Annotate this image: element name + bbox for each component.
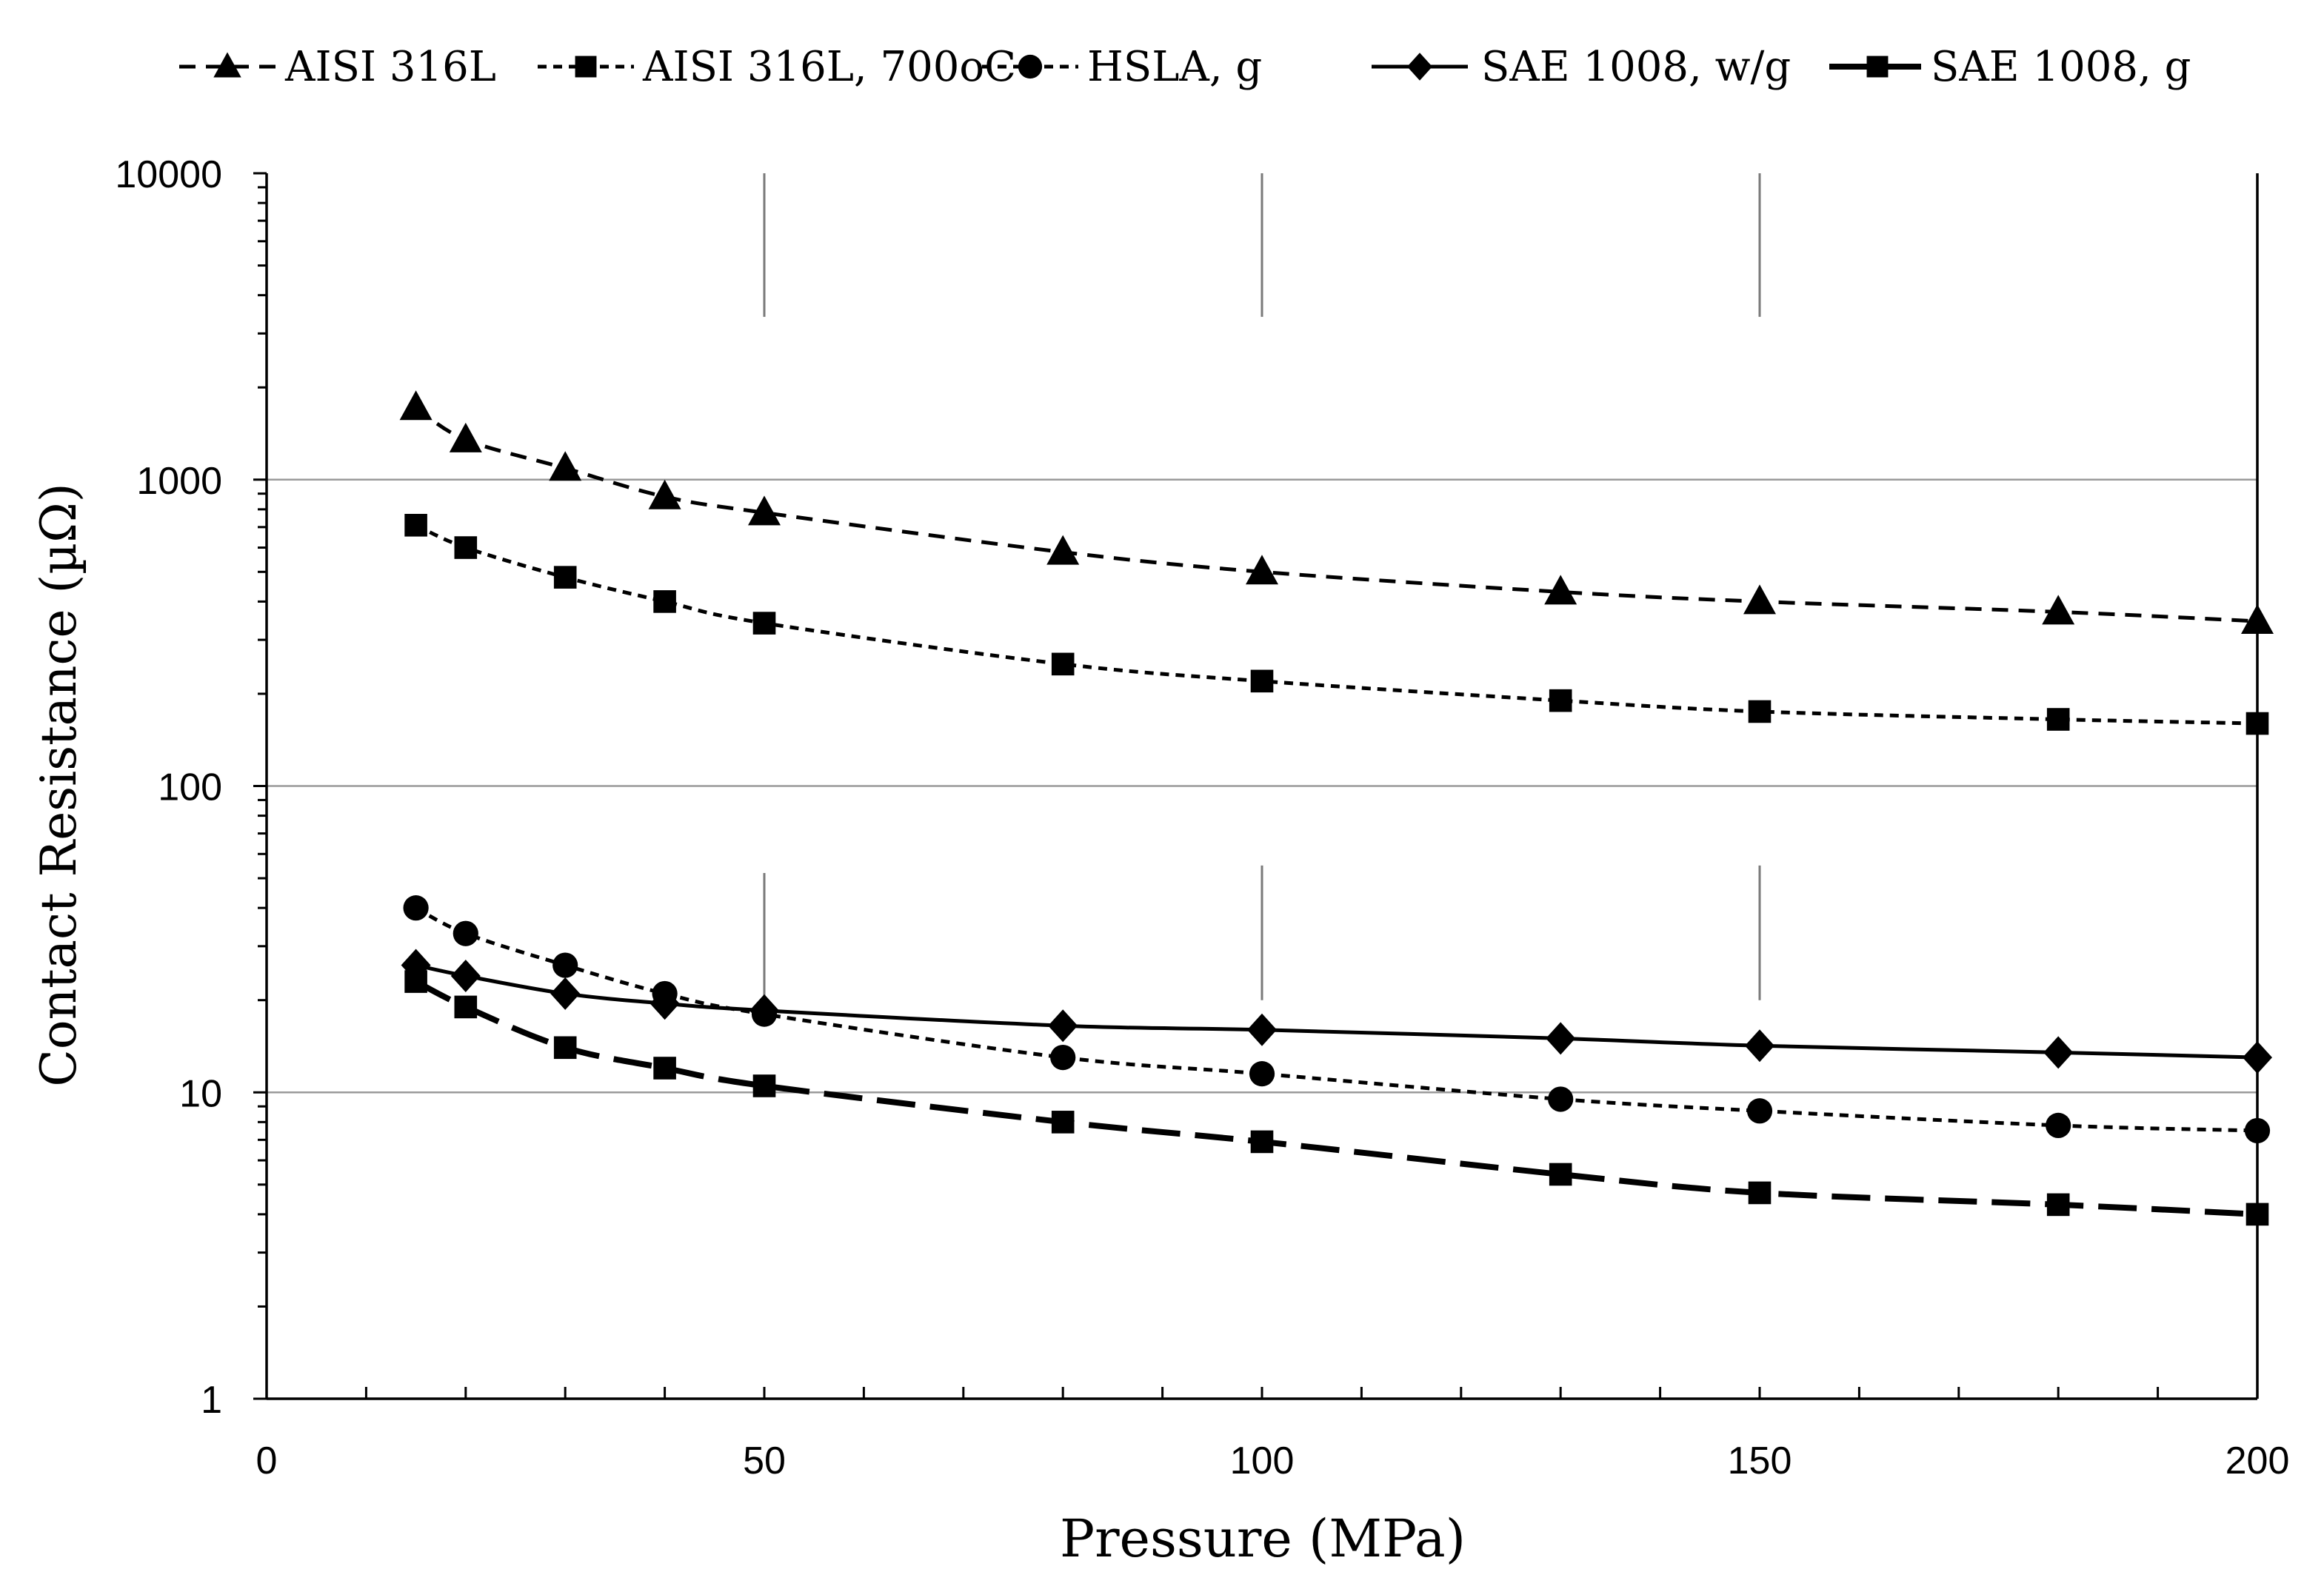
data-point: [748, 495, 781, 526]
data-point: [1249, 1061, 1275, 1087]
y-tick-label: 1: [201, 1379, 222, 1422]
y-tick-label: 1000: [136, 460, 222, 503]
legend-item-1: AISI 316L: [179, 43, 496, 91]
data-point: [2042, 595, 2075, 625]
data-point: [653, 590, 676, 613]
data-point: [1250, 669, 1274, 693]
legend-item-2: AISI 316L, 700oC: [538, 43, 1016, 91]
legend-item-5: SAE 1008, g: [1829, 43, 2191, 91]
tick-labels: 1 10 100 1000 10000 0 50 100 150 200: [115, 153, 2289, 1482]
series-line: [415, 524, 2258, 726]
y-tick-label: 100: [158, 766, 222, 809]
data-point: [1745, 1029, 1774, 1063]
legend-marker: [1407, 53, 1432, 81]
data-point: [648, 479, 681, 509]
y-tick-label: 10: [179, 1072, 222, 1115]
data-point: [399, 390, 433, 421]
x-tick-label: 200: [2226, 1439, 2290, 1482]
series-4: [401, 949, 2272, 1074]
error-bars: [763, 173, 1761, 1000]
data-point: [550, 977, 581, 1010]
data-point: [1549, 689, 1572, 712]
x-tick-label: 0: [256, 1439, 278, 1482]
data-point: [453, 920, 478, 946]
series-line: [415, 906, 2258, 1133]
data-point: [553, 1036, 577, 1060]
data-point: [1046, 535, 1080, 565]
x-tick-label: 50: [743, 1439, 786, 1482]
data-point: [2046, 1193, 2070, 1217]
series-1: [399, 390, 2274, 634]
data-point: [752, 1074, 776, 1097]
series-line: [414, 979, 2258, 1217]
legend-label: HSLA, g: [1087, 43, 1262, 91]
data-point: [1743, 584, 1776, 615]
data-point: [1051, 1111, 1075, 1134]
data-point: [1048, 1009, 1078, 1043]
legend-item-4: SAE 1008, w/g: [1372, 43, 1791, 91]
data-point: [2046, 1112, 2071, 1138]
series-2: [404, 513, 2269, 735]
legend-marker: [1866, 56, 1889, 78]
y-axis-title: Contact Resistance (µΩ): [30, 483, 87, 1086]
series-line: [415, 963, 2258, 1060]
data-point: [1050, 1045, 1076, 1071]
data-point: [1548, 1086, 1574, 1112]
legend: AISI 316L AISI 316L, 700oC HSLA, g SAE 1008…: [179, 43, 2191, 91]
data-point: [1746, 1098, 1773, 1124]
data-point: [1748, 1181, 1772, 1205]
data-point: [449, 422, 482, 452]
data-point: [653, 1057, 676, 1080]
series-line: [415, 406, 2258, 623]
data-point: [454, 536, 478, 559]
data-point: [450, 959, 481, 992]
data-point: [1546, 1022, 1576, 1055]
legend-marker: [213, 52, 241, 78]
data-point: [404, 513, 427, 537]
axes: [253, 172, 2259, 1400]
series-3: [403, 895, 2271, 1144]
series-layer: [399, 390, 2274, 1226]
data-point: [2043, 1036, 2074, 1069]
data-point: [1748, 700, 1772, 723]
data-point: [749, 994, 779, 1027]
data-point: [2046, 708, 2070, 731]
data-point: [1247, 1013, 1277, 1046]
legend-marker: [1018, 54, 1043, 79]
data-point: [403, 895, 429, 921]
series-5: [404, 970, 2269, 1226]
x-tick-label: 100: [1230, 1439, 1295, 1482]
data-point: [1051, 652, 1075, 676]
data-point: [552, 952, 578, 978]
legend-label: AISI 316L, 700oC: [642, 43, 1016, 91]
data-point: [1250, 1130, 1274, 1154]
data-point: [553, 566, 577, 589]
data-point: [549, 451, 582, 481]
data-point: [454, 995, 478, 1019]
legend-label: AISI 316L: [284, 43, 496, 91]
data-point: [1544, 575, 1577, 605]
y-tick-label: 10000: [115, 153, 222, 196]
data-point: [650, 987, 680, 1020]
data-point: [1246, 555, 1278, 585]
x-tick-label: 150: [1728, 1439, 1792, 1482]
data-point: [404, 970, 427, 993]
data-point: [1549, 1163, 1572, 1186]
data-point: [752, 612, 776, 635]
legend-label: SAE 1008, w/g: [1481, 43, 1791, 91]
x-axis-title: Pressure (MPa): [1060, 1508, 1466, 1569]
legend-marker: [575, 56, 597, 78]
legend-item-3: HSLA, g: [982, 43, 1262, 91]
legend-label: SAE 1008, g: [1931, 43, 2191, 91]
